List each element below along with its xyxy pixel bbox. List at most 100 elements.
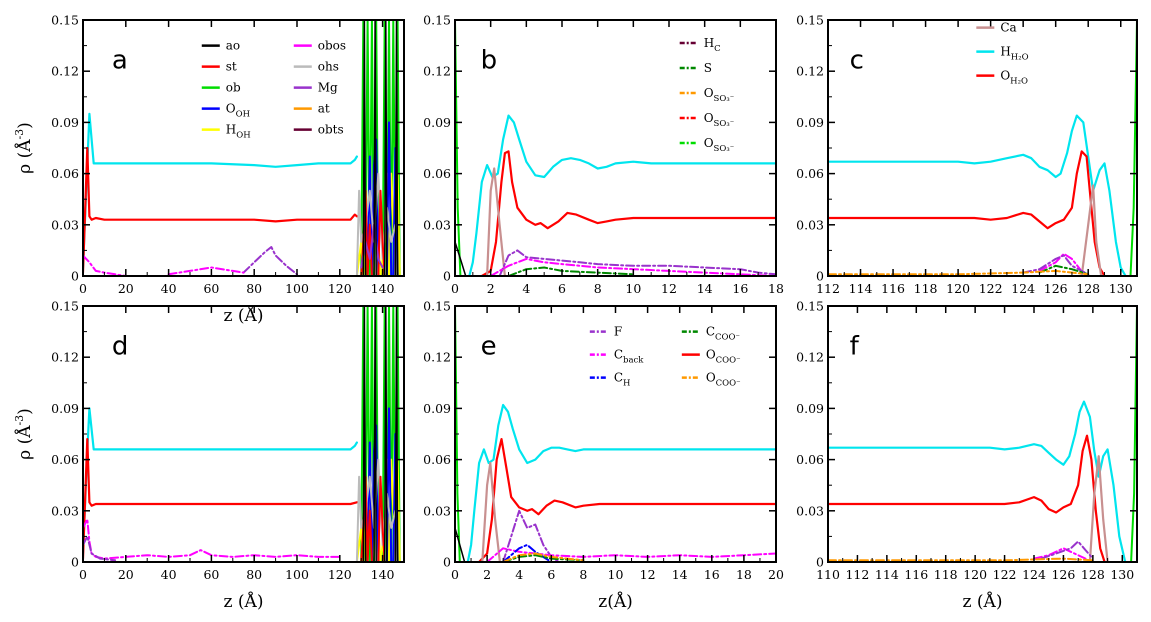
x-tick-label: 126 <box>1051 567 1075 582</box>
x-tick-label: 124 <box>1011 281 1035 296</box>
legend-label: H <box>704 36 714 50</box>
legend-label: Ca <box>1000 21 1016 35</box>
y-axis-title-suffix: ) <box>15 122 35 129</box>
legend-subscript: SO₃⁻ <box>714 119 735 129</box>
legend-entry: st <box>226 60 237 74</box>
y-tick-label: 0.09 <box>423 115 451 130</box>
legend-subscript: OH <box>236 110 250 120</box>
plot-area <box>83 306 401 562</box>
series-line-4 <box>1040 540 1094 560</box>
x-tick-label: 14 <box>672 567 688 582</box>
y-tick-label: 0 <box>816 555 824 570</box>
legend-entry: F <box>614 325 622 339</box>
x-tick-label: 118 <box>934 567 958 582</box>
legend-subscript: SO₃⁻ <box>714 144 735 154</box>
series-line-3 <box>83 254 127 276</box>
y-tick-label: 0 <box>71 555 79 570</box>
y-axis-title-suffix: ) <box>15 408 35 415</box>
series-line-3 <box>1038 252 1082 272</box>
x-tick-label: 12 <box>661 281 677 296</box>
series-line-0 <box>828 114 1127 276</box>
x-tick-label: 110 <box>816 567 840 582</box>
legend-label: at <box>318 102 330 116</box>
plot-area <box>828 20 1137 276</box>
series-line-11 <box>362 20 399 276</box>
series-line-9 <box>362 306 399 562</box>
x-tick-label: 124 <box>1022 567 1046 582</box>
y-tick-label: 0.12 <box>796 350 824 365</box>
legend-label: obts <box>318 123 344 137</box>
legend-entry: obos <box>318 39 346 53</box>
panel-d: 0 20 40 60 80 100 120 140 0 0.03 0.06 0.09 0.12 0.15 z… <box>51 299 405 612</box>
y-tick-label: 0.15 <box>423 299 451 314</box>
legend-entry: ob <box>226 81 241 95</box>
panel-label: d <box>112 332 129 362</box>
legend-entry: CCOO⁻ <box>706 325 740 343</box>
legend-entry: CH <box>614 371 631 389</box>
legend-label: st <box>226 60 237 74</box>
legend-subscript: C <box>714 44 721 54</box>
series-line-0 <box>828 400 1127 562</box>
legend-label: ob <box>226 81 241 95</box>
panel-f: 110 112 114 116 118 120 122 124 126 128 130 0 0.03 0.… <box>796 299 1138 612</box>
y-tick-label: 0.09 <box>51 401 79 416</box>
x-tick-label: 0 <box>451 567 459 582</box>
legend-subscript: H <box>623 379 630 389</box>
plot-frame <box>827 19 1138 277</box>
y-tick-label: 0.06 <box>51 452 79 467</box>
x-axis-title: z (Å) <box>963 591 1003 612</box>
series-line-2 <box>1080 184 1103 276</box>
x-tick-label: 18 <box>736 567 752 582</box>
x-tick-label: 140 <box>371 281 395 296</box>
legend-subscript: H₂O <box>1011 53 1029 63</box>
panel-label: e <box>481 332 497 362</box>
x-axis-title: z (Å) <box>224 591 264 612</box>
y-tick-label: 0.06 <box>423 452 451 467</box>
x-tick-label: 0 <box>451 281 459 296</box>
panel-c: 112 114 116 118 120 122 124 126 128 130 0 0.03 0.06 0… <box>796 13 1138 296</box>
y-axis-title-unit: Å <box>14 425 35 439</box>
y-tick-label: 0 <box>443 269 451 284</box>
legend-entry: ohs <box>318 60 339 74</box>
legend-subscript: SO₃⁻ <box>714 94 735 104</box>
plot-frame <box>82 19 405 277</box>
x-tick-label: 6 <box>547 567 555 582</box>
legend-subscript: H₂O <box>1010 77 1028 87</box>
x-axis-title: z (Å) <box>224 305 264 326</box>
legend-subscript: COO⁻ <box>716 379 741 389</box>
x-tick-label: 120 <box>963 567 987 582</box>
series-line-2 <box>83 518 341 560</box>
x-tick-label: 128 <box>1081 567 1105 582</box>
legend-label: H <box>1000 45 1010 59</box>
x-tick-label: 6 <box>558 281 566 296</box>
y-tick-label: 0.03 <box>796 503 824 518</box>
y-tick-label: 0.09 <box>51 115 79 130</box>
series-line-1 <box>828 434 1106 562</box>
legend-subscript: COO⁻ <box>715 333 740 343</box>
x-tick-label: 128 <box>1076 281 1100 296</box>
y-tick-label: 0.12 <box>423 64 451 79</box>
legend-label: Mg <box>318 81 338 95</box>
y-tick-label: 0 <box>443 555 451 570</box>
series-line-1 <box>83 146 358 274</box>
x-tick-label: 80 <box>246 567 262 582</box>
y-tick-label: 0 <box>71 269 79 284</box>
y-axis-title-prefix: ρ ( <box>15 438 35 460</box>
legend-label: ohs <box>318 60 339 74</box>
y-axis-title-exponent: -3 <box>13 415 26 426</box>
legend-label: F <box>614 325 622 339</box>
x-tick-label: 0 <box>79 281 87 296</box>
legend-label: C <box>614 371 623 385</box>
y-tick-label: 0.03 <box>423 503 451 518</box>
x-tick-label: 16 <box>732 281 748 296</box>
series-line-5 <box>507 266 635 276</box>
legend-label: O <box>704 111 714 125</box>
legend-entry: HH₂O <box>1000 45 1028 63</box>
x-tick-label: 60 <box>203 567 219 582</box>
series-line-3 <box>83 535 117 562</box>
x-tick-label: 0 <box>79 567 87 582</box>
x-tick-label: 122 <box>979 281 1003 296</box>
x-tick-label: 10 <box>608 567 624 582</box>
